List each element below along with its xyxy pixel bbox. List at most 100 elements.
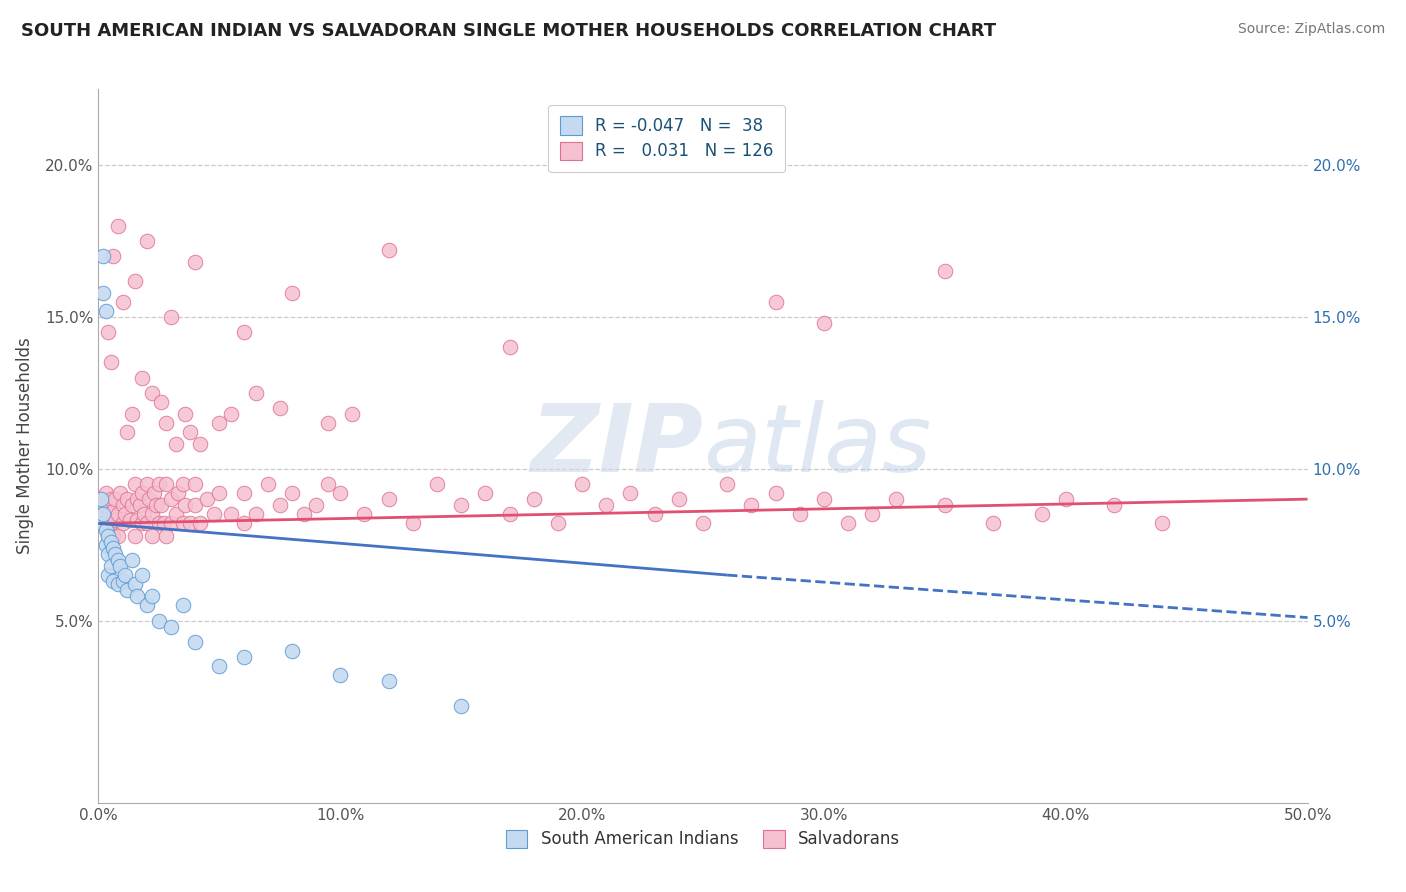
- Point: [150, 395, 173, 409]
- Point: [104, 547, 127, 561]
- Point: [127, 513, 149, 527]
- Point: [377, 492, 399, 507]
- Point: [127, 590, 149, 604]
- Point: [644, 508, 666, 522]
- Point: [245, 508, 267, 522]
- Point: [886, 492, 908, 507]
- Point: [474, 486, 496, 500]
- Point: [131, 486, 153, 500]
- Point: [107, 577, 129, 591]
- Legend: South American Indians, Salvadorans: South American Indians, Salvadorans: [499, 823, 907, 855]
- Point: [150, 498, 173, 512]
- Point: [101, 541, 124, 555]
- Point: [232, 325, 254, 339]
- Point: [141, 508, 163, 522]
- Point: [208, 659, 231, 673]
- Point: [232, 486, 254, 500]
- Point: [619, 486, 641, 500]
- Point: [94, 523, 117, 537]
- Point: [114, 508, 136, 522]
- Point: [981, 516, 1004, 531]
- Point: [91, 249, 114, 263]
- Point: [155, 528, 177, 542]
- Point: [692, 516, 714, 531]
- Point: [91, 285, 114, 300]
- Point: [269, 498, 291, 512]
- Point: [94, 538, 117, 552]
- Point: [305, 498, 328, 512]
- Text: Source: ZipAtlas.com: Source: ZipAtlas.com: [1237, 22, 1385, 37]
- Point: [281, 644, 304, 658]
- Point: [184, 477, 207, 491]
- Point: [292, 508, 315, 522]
- Text: ZIP: ZIP: [530, 400, 703, 492]
- Point: [281, 486, 304, 500]
- Point: [97, 528, 120, 542]
- Point: [523, 492, 546, 507]
- Point: [145, 498, 167, 512]
- Point: [172, 516, 194, 531]
- Point: [402, 516, 425, 531]
- Point: [107, 553, 129, 567]
- Point: [184, 635, 207, 649]
- Point: [184, 255, 207, 269]
- Point: [100, 516, 122, 531]
- Point: [101, 504, 124, 518]
- Point: [134, 508, 156, 522]
- Point: [97, 528, 120, 542]
- Point: [127, 492, 149, 507]
- Point: [97, 325, 120, 339]
- Point: [101, 528, 124, 542]
- Point: [111, 498, 134, 512]
- Point: [179, 425, 201, 440]
- Point: [141, 528, 163, 542]
- Point: [104, 513, 127, 527]
- Point: [100, 355, 122, 369]
- Point: [1152, 516, 1174, 531]
- Point: [131, 516, 153, 531]
- Point: [131, 568, 153, 582]
- Point: [426, 477, 449, 491]
- Point: [179, 516, 201, 531]
- Point: [377, 243, 399, 257]
- Point: [184, 498, 207, 512]
- Point: [316, 477, 339, 491]
- Point: [934, 498, 956, 512]
- Point: [571, 477, 593, 491]
- Point: [100, 558, 122, 573]
- Point: [97, 508, 120, 522]
- Text: SOUTH AMERICAN INDIAN VS SALVADORAN SINGLE MOTHER HOUSEHOLDS CORRELATION CHART: SOUTH AMERICAN INDIAN VS SALVADORAN SING…: [21, 22, 997, 40]
- Point: [104, 492, 127, 507]
- Point: [837, 516, 859, 531]
- Point: [195, 492, 218, 507]
- Point: [148, 614, 170, 628]
- Point: [204, 508, 226, 522]
- Point: [107, 508, 129, 522]
- Point: [1102, 498, 1125, 512]
- Point: [135, 234, 157, 248]
- Point: [221, 508, 243, 522]
- Point: [148, 477, 170, 491]
- Point: [155, 416, 177, 430]
- Point: [165, 508, 187, 522]
- Point: [114, 568, 136, 582]
- Point: [1054, 492, 1077, 507]
- Point: [124, 577, 146, 591]
- Point: [174, 407, 197, 421]
- Point: [121, 498, 143, 512]
- Point: [124, 273, 146, 287]
- Point: [160, 310, 183, 324]
- Text: atlas: atlas: [703, 401, 931, 491]
- Point: [117, 583, 139, 598]
- Point: [128, 498, 150, 512]
- Point: [329, 668, 352, 682]
- Point: [111, 574, 134, 588]
- Point: [269, 401, 291, 415]
- Point: [165, 437, 187, 451]
- Point: [94, 304, 117, 318]
- Point: [155, 477, 177, 491]
- Point: [135, 599, 157, 613]
- Point: [117, 492, 139, 507]
- Point: [547, 516, 569, 531]
- Point: [316, 416, 339, 430]
